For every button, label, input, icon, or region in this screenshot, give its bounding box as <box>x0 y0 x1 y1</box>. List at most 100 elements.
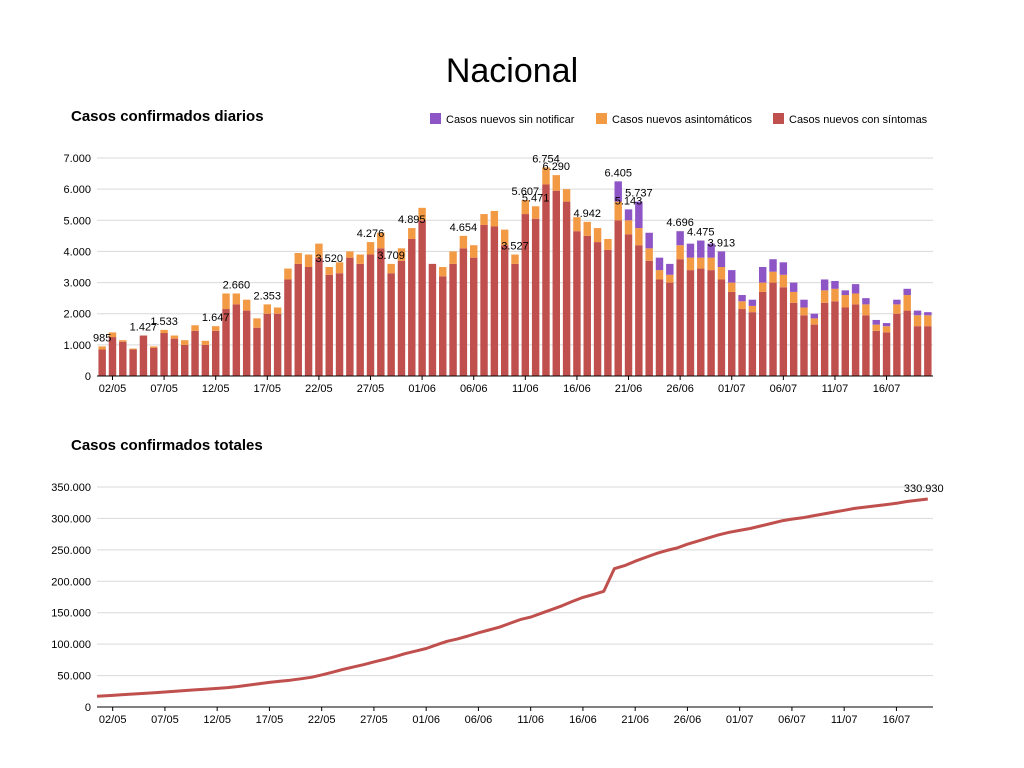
bar-segment <box>98 349 106 376</box>
bar-segment <box>779 262 788 275</box>
bar-segment <box>810 318 819 325</box>
x-tick-label: 16/07 <box>883 714 911 726</box>
bar-segment <box>170 335 179 339</box>
bar-segment <box>335 262 344 274</box>
bar-segment <box>304 267 313 376</box>
bar-segment <box>108 337 117 376</box>
x-tick-label: 12/05 <box>203 714 231 726</box>
bar-segment <box>98 346 106 350</box>
bar-segment <box>604 249 612 376</box>
x-tick-label: 17/05 <box>256 714 284 726</box>
x-tick-label: 02/05 <box>99 714 127 726</box>
data-label: 3.520 <box>315 253 343 265</box>
data-label: 5.607 <box>512 186 540 198</box>
bar-segment <box>542 167 550 185</box>
bar-segment <box>655 257 664 271</box>
x-tick-label: 11/06 <box>512 383 539 395</box>
bar-segment <box>593 242 602 376</box>
bar-segment <box>129 348 137 350</box>
legend-swatch <box>596 113 607 124</box>
bar-segment <box>851 304 860 376</box>
bar-segment <box>707 257 715 271</box>
legend-swatch <box>773 113 784 124</box>
bar-segment <box>789 291 798 303</box>
bar-segment <box>325 267 333 275</box>
data-label: 2.353 <box>254 290 282 302</box>
x-tick-label: 26/06 <box>666 383 694 395</box>
data-label: 5.737 <box>625 188 653 200</box>
legend-swatch <box>430 113 441 124</box>
bar-segment <box>593 228 602 243</box>
bar-segment <box>758 291 767 376</box>
bar-segment <box>841 307 849 376</box>
bar-segment <box>882 332 891 376</box>
bar-segment <box>604 238 612 250</box>
bar-segment <box>728 291 736 376</box>
bar-segment <box>831 281 839 289</box>
x-tick-label: 22/05 <box>305 383 333 395</box>
bar-segment <box>645 248 653 261</box>
bar-segment <box>201 344 210 376</box>
bar-segment <box>893 299 901 305</box>
data-label: 6.290 <box>543 161 571 173</box>
bar-segment <box>490 226 499 376</box>
bar-segment <box>449 251 457 264</box>
x-tick-label: 11/07 <box>831 714 858 726</box>
bar-segment <box>882 323 891 327</box>
bar-segment <box>676 259 684 376</box>
bar-segment <box>624 220 633 235</box>
bar-segment <box>449 263 457 376</box>
bar-segment <box>903 288 911 296</box>
bar-segment <box>408 238 416 376</box>
bar-segment <box>211 326 220 331</box>
bar-segment <box>893 304 901 314</box>
data-label: 4.895 <box>398 214 426 226</box>
bar-segment <box>294 263 302 376</box>
bar-segment <box>366 242 375 255</box>
bar-segment <box>356 254 364 264</box>
bar-segment <box>924 315 932 327</box>
bar-segment <box>851 284 860 294</box>
bar-segment <box>531 218 540 376</box>
bar-segment <box>697 257 705 269</box>
x-tick-label: 16/07 <box>873 383 901 395</box>
bar-segment <box>253 327 261 376</box>
x-tick-label: 07/05 <box>151 714 179 726</box>
bar-segment <box>913 315 922 327</box>
bar-segment <box>108 332 117 338</box>
data-label: 6.754 <box>532 153 560 165</box>
bar-segment <box>758 282 767 292</box>
bar-segment <box>315 243 323 258</box>
bar-segment <box>263 304 272 314</box>
x-tick-label: 11/07 <box>822 383 849 395</box>
total-chart-title: Casos confirmados totales <box>71 437 263 454</box>
bar-segment <box>748 312 757 376</box>
bar-segment <box>181 344 189 376</box>
bar-segment <box>872 330 880 376</box>
bar-segment <box>284 279 292 376</box>
bar-segment <box>841 290 849 296</box>
bar-segment <box>862 304 870 316</box>
bar-segment <box>728 270 736 283</box>
bar-segment <box>511 263 519 376</box>
bar-segment <box>232 293 241 305</box>
bar-segment <box>408 228 416 239</box>
y-tick-label: 200.000 <box>51 576 91 588</box>
bar-segment <box>913 310 922 316</box>
bar-segment <box>635 245 643 376</box>
bar-segment <box>191 330 199 376</box>
bar-segment <box>707 243 715 258</box>
bar-segment <box>160 329 168 334</box>
bar-segment <box>686 257 695 271</box>
legend-label: Casos nuevos sin notificar <box>446 114 575 126</box>
y-tick-label: 1.000 <box>63 340 91 352</box>
y-tick-label: 100.000 <box>51 639 91 651</box>
bar-segment <box>397 260 406 376</box>
bar-segment <box>583 221 591 236</box>
bar-segment <box>428 263 437 376</box>
bar-segment <box>820 290 829 303</box>
bar-segment <box>862 298 870 305</box>
bar-segment <box>459 248 468 376</box>
bar-segment <box>325 274 333 376</box>
bar-segment <box>924 312 932 316</box>
